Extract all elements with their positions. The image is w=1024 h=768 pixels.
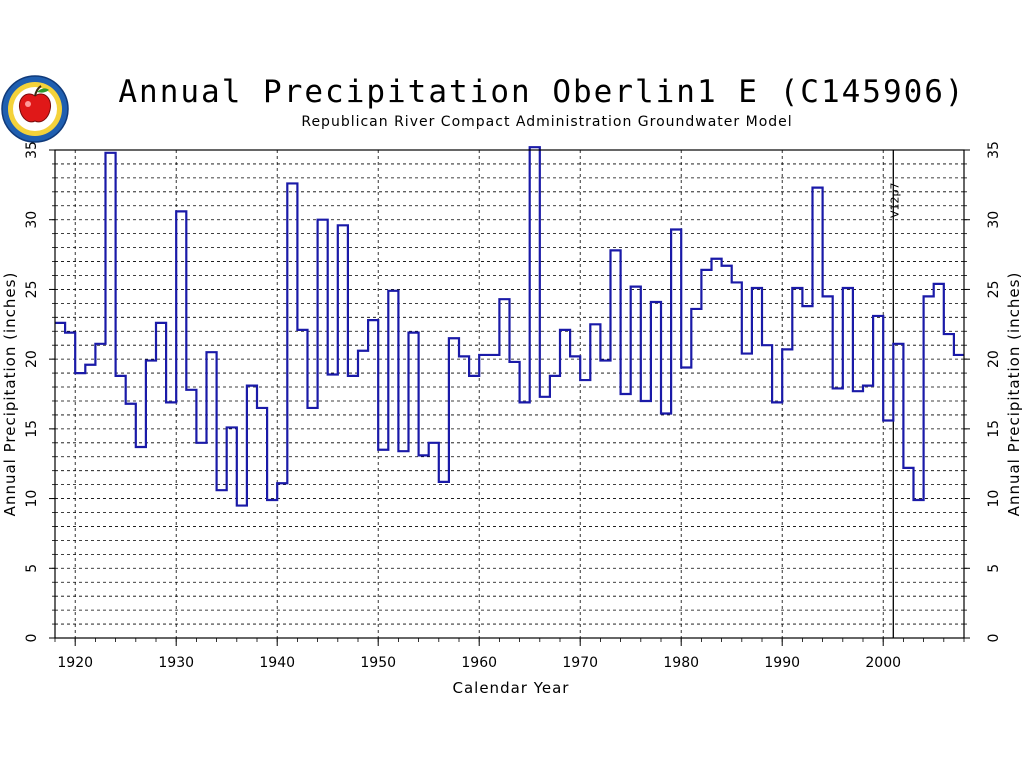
x-tick-label: 1920 [57,655,93,671]
y-tick-label-right: 5 [986,564,1002,573]
x-axis-label: Calendar Year [453,679,570,697]
y-tick-label-right: 15 [986,420,1002,438]
grid-layer: V12p7 [55,150,964,638]
y-tick-label-left: 5 [24,564,40,573]
y-tick-label-left: 0 [24,634,40,643]
y-tick-label-left: 20 [24,350,40,368]
x-tick-label: 1980 [663,655,699,671]
x-tick-label: 1990 [764,655,800,671]
axis-layer: 0 0 5 5 10 10 15 15 20 20 25 25 30 30 35 35 1920 1930 1940… [24,141,1002,671]
x-tick-label: 2000 [865,655,901,671]
x-tick-label: 1970 [562,655,598,671]
plot-frame [54,149,965,639]
y-axis-label-right: Annual Precipitation (inches) [1005,272,1023,517]
y-axis-label-left: Annual Precipitation (inches) [1,272,19,517]
chart-title: Annual Precipitation Oberlin1 E (C145906… [118,74,966,110]
data-layer [55,146,964,507]
y-tick-label-right: 10 [986,490,1002,508]
x-tick-label: 1940 [259,655,295,671]
annotation-label: V12p7 [888,182,901,218]
y-tick-label-left: 25 [24,281,40,299]
rrca-seal-logo [0,74,70,144]
y-tick-label-left: 10 [24,490,40,508]
y-tick-label-right: 0 [986,634,1002,643]
y-tick-label-left: 35 [24,141,40,159]
y-tick-label-left: 15 [24,420,40,438]
chart-subtitle: Republican River Compact Administration … [301,114,793,130]
x-tick-label: 1950 [360,655,396,671]
y-tick-label-right: 25 [986,281,1002,299]
precipitation-step-line [55,146,964,507]
x-tick-label: 1930 [158,655,194,671]
y-tick-label-left: 30 [24,211,40,229]
y-tick-label-right: 30 [986,211,1002,229]
y-tick-label-right: 35 [986,141,1002,159]
x-tick-label: 1960 [461,655,497,671]
y-tick-label-right: 20 [986,350,1002,368]
